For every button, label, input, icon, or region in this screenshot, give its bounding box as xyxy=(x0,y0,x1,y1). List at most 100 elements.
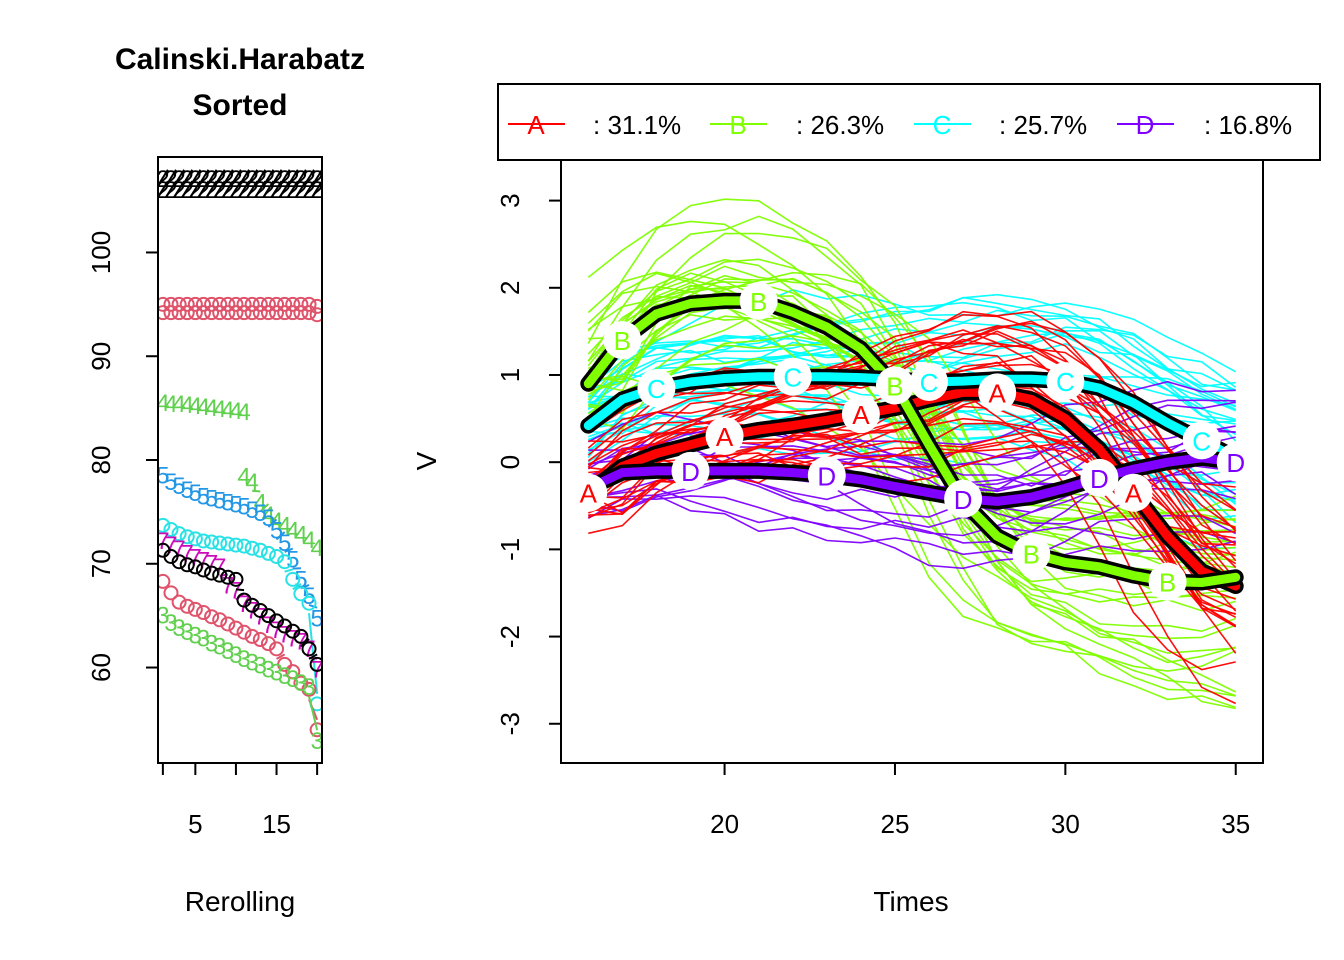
left-point xyxy=(236,624,252,640)
left-point-label: 7 xyxy=(164,532,177,559)
left-point xyxy=(285,664,301,680)
left-title-line-2: Sorted xyxy=(192,89,287,122)
trajectory-d xyxy=(588,488,1236,544)
left-point xyxy=(301,681,317,697)
right-x-tick-label: 25 xyxy=(881,809,910,839)
marker-disc xyxy=(739,281,778,320)
left-point-hatch xyxy=(238,180,250,198)
mean-marker-d: D xyxy=(1216,443,1255,482)
left-point xyxy=(285,623,301,639)
left-point-label: 4 xyxy=(302,527,315,554)
left-point-label: 4 xyxy=(156,390,169,417)
left-point-hatch xyxy=(246,180,259,198)
left-point xyxy=(179,557,195,573)
left-point-label: 3 xyxy=(164,610,177,637)
left-point-hatch xyxy=(303,180,315,198)
left-point xyxy=(228,296,244,312)
trajectory-a xyxy=(587,313,1236,546)
left-point xyxy=(220,536,236,552)
left-point-label: 5 xyxy=(205,485,218,512)
left-point xyxy=(301,595,317,611)
left-point xyxy=(158,305,171,321)
left-point-hatch xyxy=(221,180,234,198)
left-point xyxy=(171,594,187,610)
marker-letter: A xyxy=(716,422,734,452)
marker-letter: B xyxy=(1159,568,1176,598)
left-point-hatch xyxy=(158,169,169,187)
left-point-label: 4 xyxy=(197,394,210,421)
trajectory-b xyxy=(587,285,1236,697)
left-point-label: 2 xyxy=(156,177,169,204)
left-point xyxy=(163,305,179,321)
right-x-tick-label: 35 xyxy=(1221,809,1250,839)
left-point xyxy=(195,296,211,312)
left-point xyxy=(301,296,317,312)
left-point-label: 5 xyxy=(221,490,234,517)
left-point xyxy=(260,545,276,561)
left-point-label: 3 xyxy=(229,642,242,669)
left-connector xyxy=(308,653,318,660)
trajectory-a xyxy=(587,324,1237,530)
left-point xyxy=(163,549,179,565)
left-point-label: 3 xyxy=(254,652,267,679)
mean-marker-a: A xyxy=(1114,473,1153,512)
legend-label-a: : 31.1% xyxy=(593,110,681,140)
left-y-tick-label: 60 xyxy=(86,653,116,682)
left-point-label: 5 xyxy=(189,480,202,507)
left-point xyxy=(195,305,211,321)
marker-letter: C xyxy=(783,363,802,393)
left-point xyxy=(269,305,285,321)
left-point-label: 3 xyxy=(181,619,194,646)
left-point xyxy=(163,522,179,538)
left-point-label: 4 xyxy=(237,464,250,491)
left-point-label: 5 xyxy=(164,469,177,496)
marker-disc xyxy=(1012,534,1051,573)
right-y-tick-label: 3 xyxy=(495,193,525,207)
marker-disc xyxy=(841,395,880,434)
trajectory-c xyxy=(587,293,1237,405)
left-point xyxy=(204,305,220,321)
left-point xyxy=(228,571,244,587)
left-point-label: 5 xyxy=(254,500,267,527)
marker-disc xyxy=(1216,443,1255,482)
left-x-tick-label: 5 xyxy=(188,809,202,839)
left-point-hatch xyxy=(173,180,185,198)
left-point-label: 4 xyxy=(278,512,291,539)
left-point xyxy=(212,296,228,312)
legend-entry-b: B : 26.3% xyxy=(710,110,884,140)
left-point-hatch xyxy=(213,180,226,198)
left-series-9 xyxy=(158,542,322,672)
trajectory-c xyxy=(587,289,1237,403)
mean-marker-c: C xyxy=(1182,421,1221,460)
left-point-label: 4 xyxy=(229,398,242,425)
left-point xyxy=(309,722,322,738)
left-x-tick-label: 15 xyxy=(262,809,291,839)
left-point xyxy=(236,592,252,608)
left-point-label: 4 xyxy=(310,535,323,562)
legend-label-c: : 25.7% xyxy=(999,110,1087,140)
left-point xyxy=(236,305,252,321)
left-point xyxy=(195,533,211,549)
left-point-label: 3 xyxy=(245,649,258,676)
left-point xyxy=(260,608,276,624)
left-point xyxy=(187,559,203,575)
left-point-label: 5 xyxy=(197,483,210,510)
left-connector xyxy=(276,653,286,660)
left-point-label: 7 xyxy=(237,591,250,618)
marker-disc xyxy=(910,362,949,401)
left-y-tick-label: 80 xyxy=(86,446,116,475)
legend-entry-d: D : 16.8% xyxy=(1117,110,1292,140)
left-point-label: 3 xyxy=(270,660,283,687)
left-point-label: 3 xyxy=(197,625,210,652)
trajectory-d xyxy=(588,494,1236,558)
left-point xyxy=(204,534,220,550)
marker-disc xyxy=(603,321,642,360)
trajectory-c xyxy=(587,322,1236,398)
marker-disc xyxy=(637,369,676,408)
left-point-label: 3 xyxy=(294,670,307,697)
right-y-tick-label: 0 xyxy=(495,455,525,469)
marker-disc xyxy=(944,479,983,518)
marker-disc xyxy=(569,473,608,512)
left-point xyxy=(187,305,203,321)
